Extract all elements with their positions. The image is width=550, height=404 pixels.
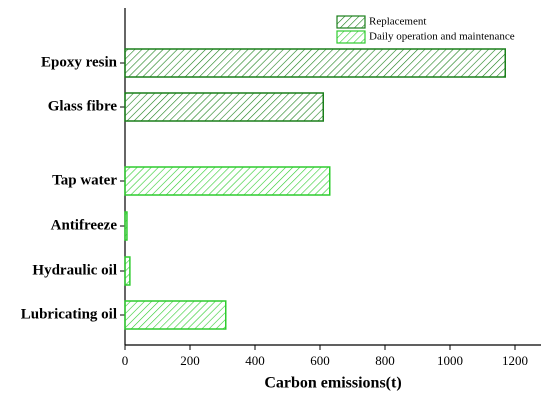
x-axis-label: Carbon emissions(t) (264, 375, 401, 392)
bar (124, 211, 128, 241)
y-tick-label: Antifreeze (51, 217, 118, 233)
y-tick-label: Tap water (52, 172, 117, 188)
bar (124, 166, 331, 196)
x-tick-label: 200 (180, 353, 200, 368)
legend-swatch (336, 15, 366, 29)
legend-swatch (336, 30, 366, 44)
bar (124, 300, 227, 330)
bar (124, 48, 506, 78)
x-tick-label: 0 (122, 353, 129, 368)
x-tick-label: 600 (310, 353, 330, 368)
x-tick-label: 1000 (437, 353, 463, 368)
x-tick-label: 800 (375, 353, 395, 368)
x-tick-label: 400 (245, 353, 265, 368)
y-tick-label: Hydraulic oil (32, 262, 117, 278)
x-tick-label: 1200 (502, 353, 528, 368)
bar (124, 92, 324, 122)
y-tick-label: Epoxy resin (41, 54, 118, 70)
y-tick-label: Glass fibre (48, 98, 118, 114)
bar (124, 256, 131, 286)
y-tick-label: Lubricating oil (21, 306, 117, 322)
legend-label: Daily operation and maintenance (369, 31, 515, 43)
legend-label: Replacement (369, 16, 426, 28)
